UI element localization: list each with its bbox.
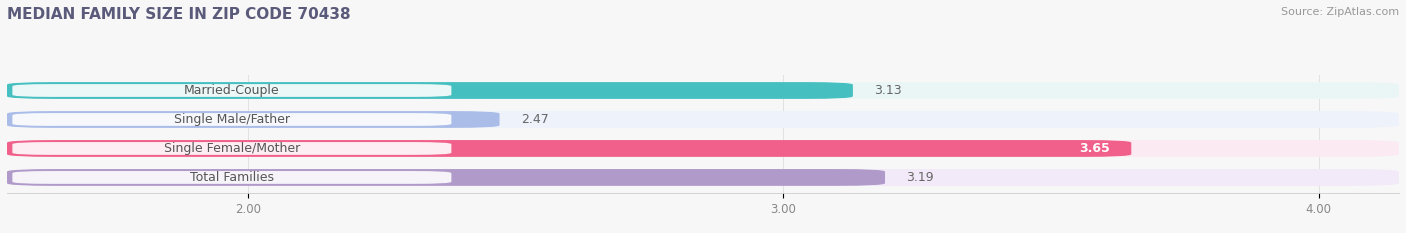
Text: Single Female/Mother: Single Female/Mother [163,142,299,155]
FancyBboxPatch shape [13,142,451,155]
FancyBboxPatch shape [7,140,1399,157]
Text: MEDIAN FAMILY SIZE IN ZIP CODE 70438: MEDIAN FAMILY SIZE IN ZIP CODE 70438 [7,7,350,22]
FancyBboxPatch shape [13,113,451,126]
Text: Total Families: Total Families [190,171,274,184]
FancyBboxPatch shape [13,84,451,97]
Text: 3.65: 3.65 [1080,142,1109,155]
Text: Married-Couple: Married-Couple [184,84,280,97]
Text: 3.19: 3.19 [907,171,934,184]
FancyBboxPatch shape [7,82,853,99]
FancyBboxPatch shape [7,169,1399,186]
Text: 3.13: 3.13 [875,84,901,97]
FancyBboxPatch shape [7,140,1132,157]
FancyBboxPatch shape [7,111,1399,128]
FancyBboxPatch shape [13,171,451,184]
FancyBboxPatch shape [7,82,1399,99]
FancyBboxPatch shape [7,169,884,186]
FancyBboxPatch shape [7,111,499,128]
Text: 2.47: 2.47 [522,113,548,126]
Text: Single Male/Father: Single Male/Father [174,113,290,126]
Text: Source: ZipAtlas.com: Source: ZipAtlas.com [1281,7,1399,17]
